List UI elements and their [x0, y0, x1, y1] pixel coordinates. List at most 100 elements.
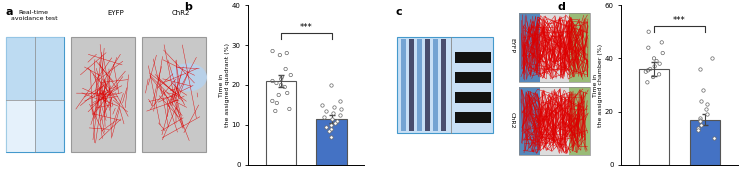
Point: [326, 118, 338, 120]
Y-axis label: Time in
the assigned quadrant (%): Time in the assigned quadrant (%): [219, 43, 231, 127]
Point: [694, 68, 706, 70]
Point: [648, 57, 660, 60]
Bar: [6, 37, 64, 100]
Point: [327, 112, 338, 114]
Point: [647, 76, 659, 78]
Point: [695, 124, 707, 126]
Point: [701, 108, 712, 110]
Point: [320, 110, 332, 112]
Point: [316, 104, 328, 106]
Point: [267, 50, 279, 52]
Point: [697, 89, 709, 92]
Point: [271, 102, 283, 104]
Text: ***: ***: [673, 16, 686, 25]
Point: [279, 68, 291, 70]
Point: [320, 126, 332, 128]
Bar: [409, 39, 415, 131]
Text: b: b: [185, 2, 192, 12]
Point: [275, 78, 287, 80]
Bar: [401, 39, 406, 131]
Point: [655, 41, 667, 44]
Text: d: d: [558, 2, 565, 12]
Point: [325, 124, 337, 126]
Point: [270, 110, 282, 112]
Bar: [639, 69, 670, 165]
Point: [649, 65, 661, 68]
Point: [694, 117, 706, 120]
Point: [275, 84, 287, 86]
Text: ***: ***: [300, 23, 313, 32]
Bar: [519, 87, 590, 155]
Bar: [455, 92, 491, 103]
Text: EYFP: EYFP: [509, 38, 514, 53]
Bar: [418, 39, 422, 131]
Text: EYFP: EYFP: [107, 10, 124, 16]
Text: ChR2: ChR2: [171, 10, 190, 16]
Point: [325, 128, 337, 130]
Point: [334, 100, 346, 102]
Bar: [455, 112, 491, 123]
Point: [643, 30, 655, 33]
Point: [642, 69, 654, 72]
Point: [708, 137, 720, 140]
Bar: [70, 37, 135, 152]
Point: [701, 102, 713, 105]
Bar: [6, 100, 35, 152]
Bar: [455, 72, 491, 83]
Text: a: a: [6, 7, 13, 17]
Point: [319, 116, 330, 118]
Point: [692, 126, 704, 129]
Point: [273, 94, 285, 96]
Point: [640, 70, 652, 73]
Bar: [433, 39, 438, 131]
Bar: [455, 52, 491, 63]
Point: [267, 100, 279, 102]
Point: [642, 46, 654, 49]
Text: c: c: [395, 7, 402, 17]
Bar: [425, 39, 430, 131]
Bar: [398, 37, 493, 133]
Bar: [316, 119, 347, 165]
Point: [657, 52, 669, 54]
Point: [706, 57, 718, 60]
Point: [654, 62, 666, 65]
Point: [282, 92, 293, 94]
Y-axis label: Time in
the assigned chamber (%): Time in the assigned chamber (%): [593, 44, 604, 126]
Bar: [266, 81, 296, 165]
Point: [701, 113, 712, 116]
Bar: [519, 87, 540, 155]
Point: [267, 80, 279, 82]
Point: [695, 100, 706, 102]
Bar: [441, 39, 446, 131]
Bar: [519, 13, 540, 82]
Point: [641, 81, 653, 84]
Point: [281, 52, 293, 54]
Point: [323, 130, 335, 132]
Point: [324, 84, 336, 86]
Bar: [519, 13, 590, 82]
Bar: [540, 13, 569, 82]
Bar: [540, 87, 569, 155]
Point: [694, 120, 706, 122]
Point: [274, 54, 286, 56]
Point: [695, 118, 706, 121]
Point: [653, 73, 665, 76]
Bar: [519, 87, 590, 155]
Point: [692, 129, 704, 132]
Point: [644, 68, 656, 70]
Point: [276, 76, 287, 78]
Point: [330, 120, 342, 122]
Circle shape: [170, 64, 206, 91]
Point: [270, 82, 282, 84]
Bar: [689, 120, 720, 165]
Bar: [519, 13, 590, 82]
Point: [327, 106, 339, 108]
Point: [334, 114, 346, 116]
Point: [325, 135, 337, 138]
Point: [285, 74, 296, 76]
Bar: [6, 37, 64, 152]
Point: [335, 108, 347, 110]
Point: [329, 122, 341, 124]
Point: [284, 108, 296, 110]
Text: ChR2: ChR2: [509, 112, 514, 129]
